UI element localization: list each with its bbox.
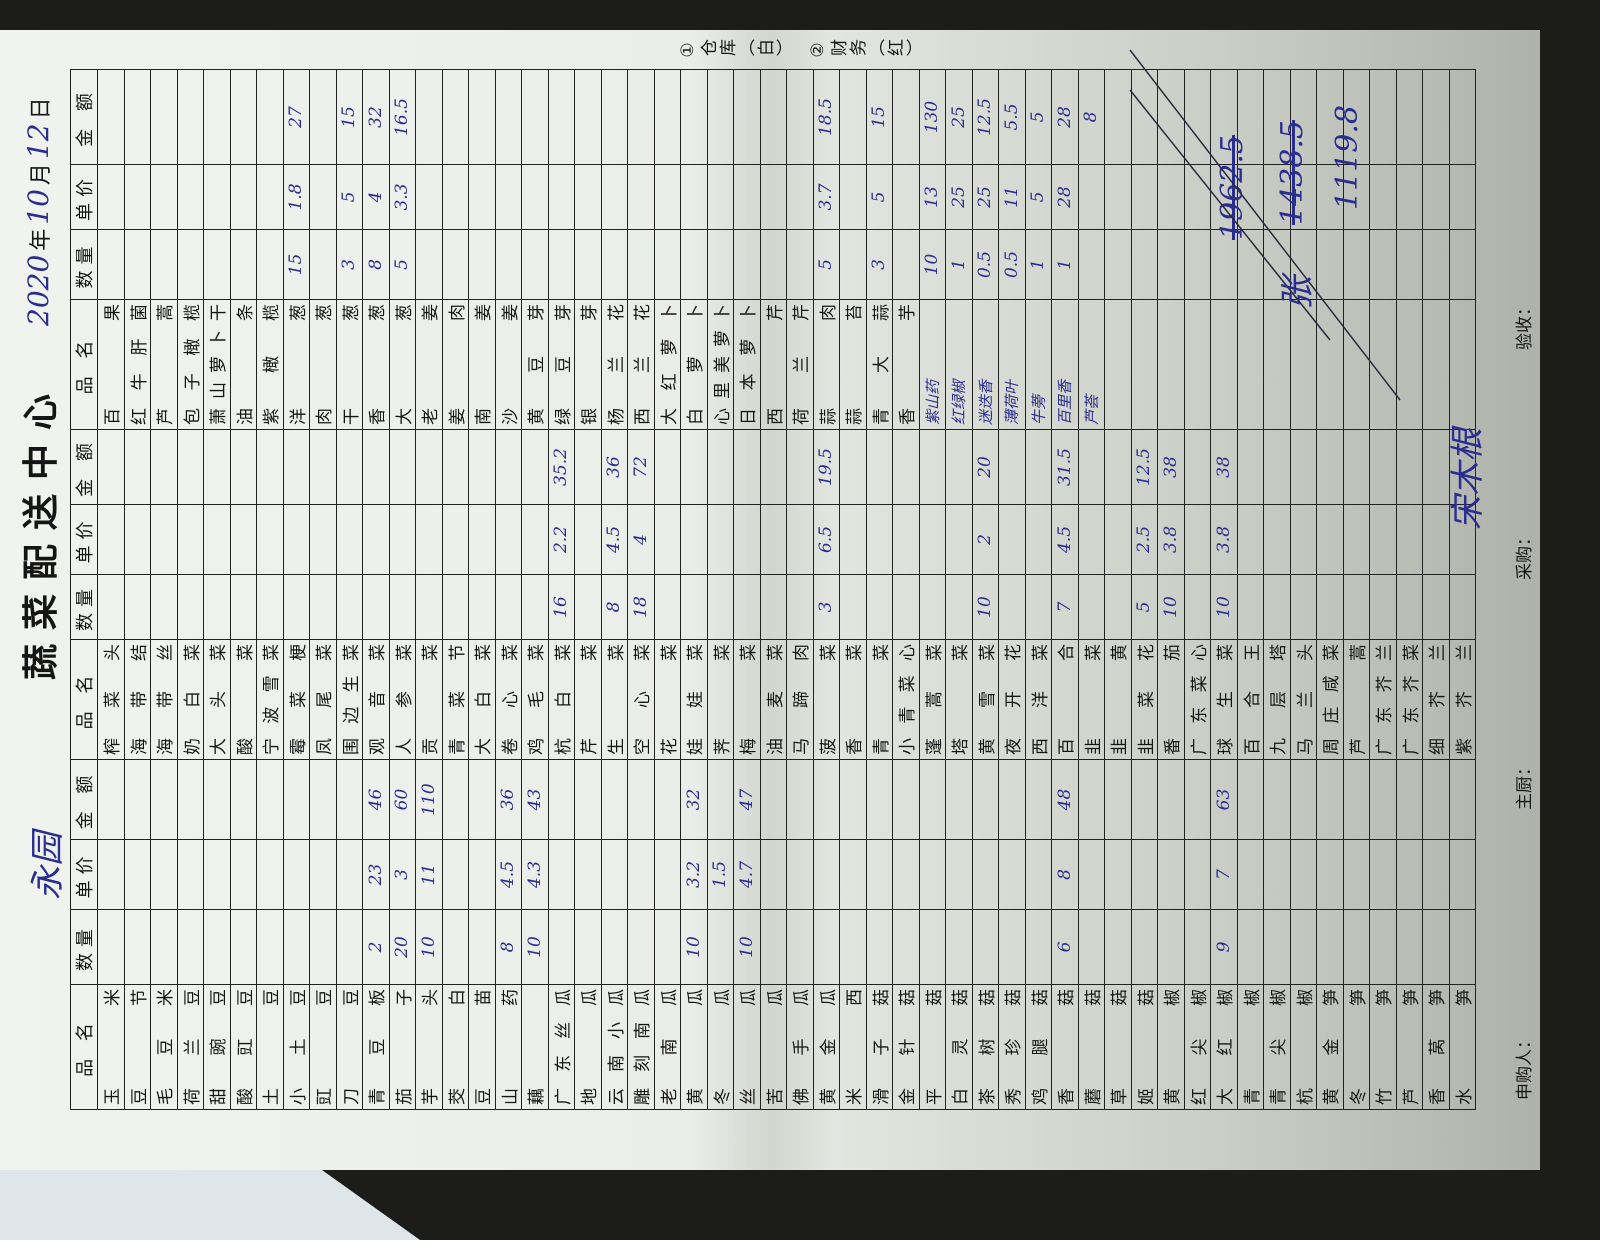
inspector-signature: 张 bbox=[1278, 276, 1318, 310]
chef-label: 主厨： bbox=[1515, 759, 1535, 810]
purchaser-signature: 宋木根 bbox=[1448, 428, 1488, 530]
diagonal-strike bbox=[1129, 49, 1401, 401]
diagonal-strike bbox=[1129, 89, 1331, 341]
strike-lines bbox=[1129, 49, 1401, 401]
form-footer: 申购人： 主厨： 采购： 验收： bbox=[1506, 70, 1536, 1110]
inspector-label: 验收： bbox=[1515, 299, 1535, 350]
purchaser-label: 采购： bbox=[1515, 529, 1535, 580]
delivery-form: 永园 蔬菜配送中心 2020年10月12日 ①仓库（白） ②财务（红） 品 名数… bbox=[0, 30, 1540, 1170]
requester-label: 申购人： bbox=[1515, 1032, 1535, 1100]
